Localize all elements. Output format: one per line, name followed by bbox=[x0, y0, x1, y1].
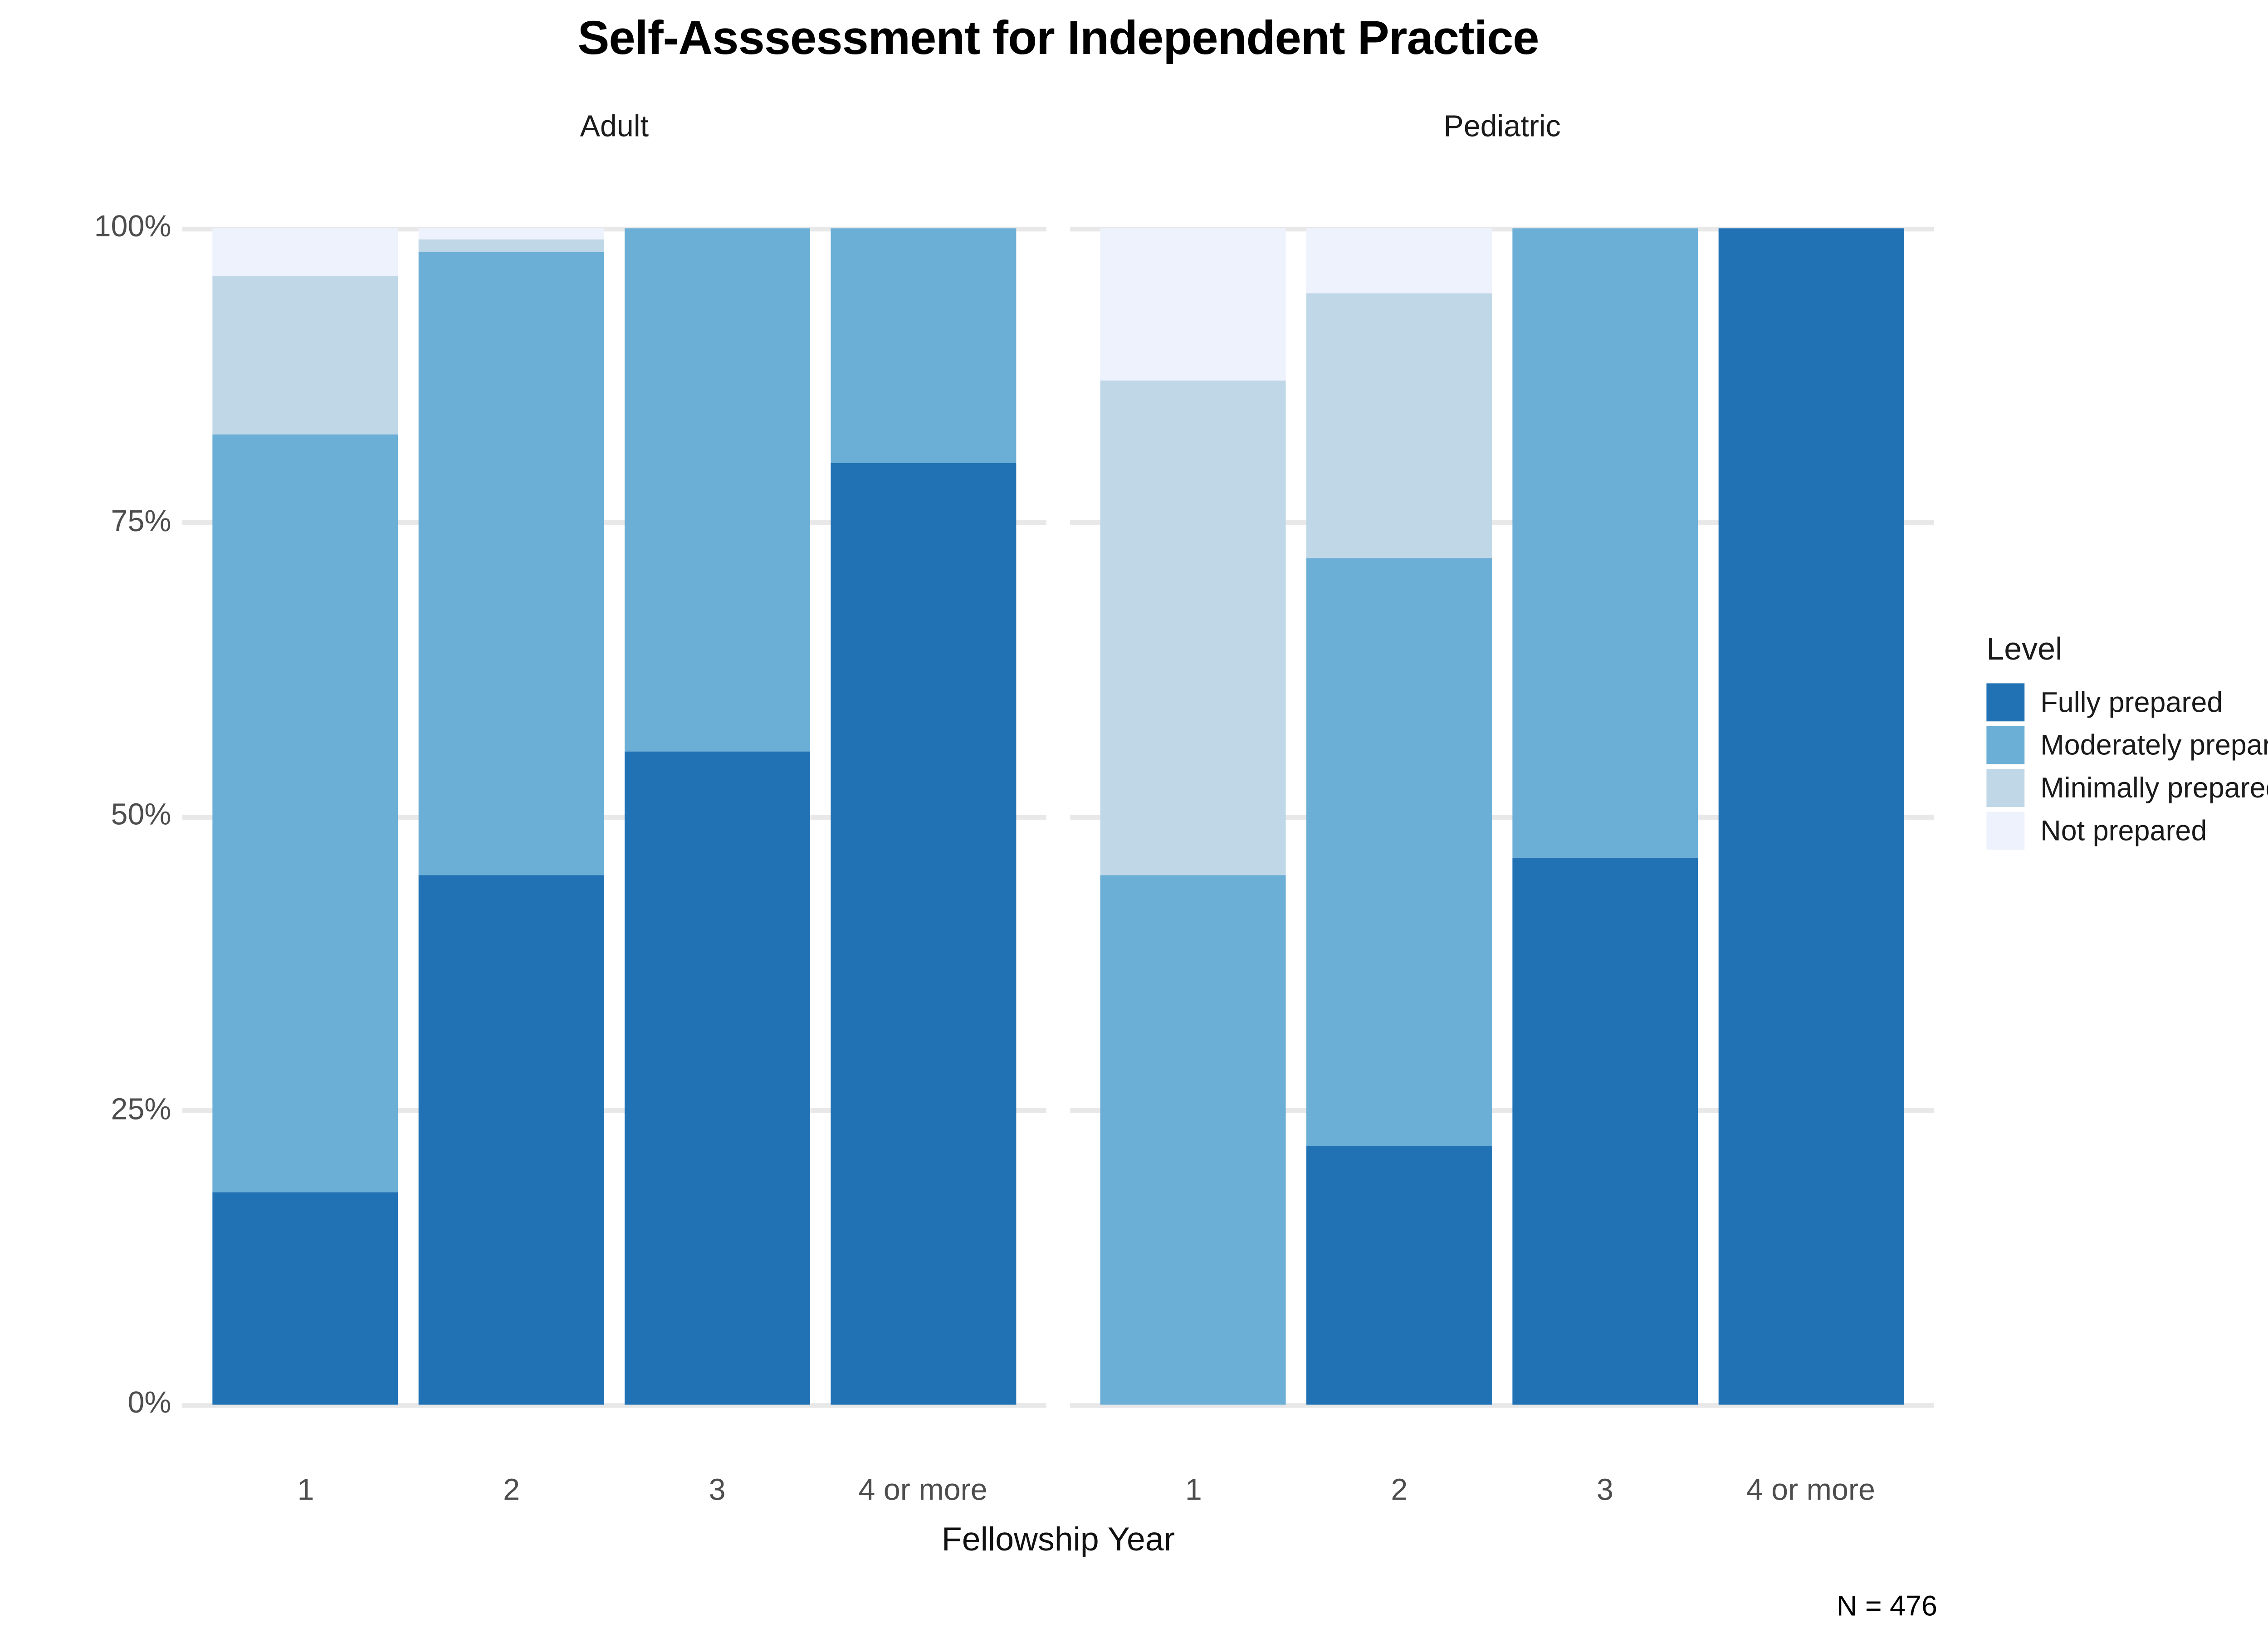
gridline bbox=[182, 1108, 1046, 1113]
bar-slot bbox=[1296, 228, 1502, 1405]
stacked-bar-adult-3 bbox=[625, 228, 810, 1405]
bar-segment bbox=[419, 875, 604, 1405]
gridline bbox=[1070, 1402, 1935, 1407]
y-axis-tick-label: 25% bbox=[111, 1093, 171, 1127]
bar-slot bbox=[1502, 228, 1708, 1405]
bar-segment bbox=[1101, 228, 1286, 381]
y-axis-tick-label: 50% bbox=[111, 799, 171, 832]
x-axis-tick-label: 4 or more bbox=[1746, 1474, 1875, 1508]
stacked-bar-pediatric-3 bbox=[1512, 228, 1698, 1405]
legend-label: Fully prepared bbox=[2040, 685, 2223, 718]
bar-segment bbox=[419, 252, 604, 875]
legend-item: Not prepared bbox=[1986, 812, 2268, 850]
legend-label: Moderately prepared bbox=[2040, 728, 2268, 760]
y-axis-tick-label: 100% bbox=[94, 210, 171, 244]
x-axis-labels-adult: 1 2 3 4 or more bbox=[182, 1474, 1046, 1509]
chart-title: Self-Asssessment for Independent Practic… bbox=[577, 12, 1540, 65]
x-axis-tick-label: 3 bbox=[1596, 1474, 1613, 1508]
x-axis-tick-label: 2 bbox=[1391, 1474, 1408, 1508]
legend-label: Minimally prepared bbox=[2040, 771, 2268, 803]
bar-segment bbox=[830, 228, 1016, 464]
x-axis-tick-label: 4 or more bbox=[858, 1474, 987, 1508]
bar-segment bbox=[213, 228, 399, 276]
legend-swatch bbox=[1986, 769, 2025, 807]
legend-title: Level bbox=[1986, 632, 2063, 668]
gridline bbox=[182, 520, 1046, 525]
bar-segment bbox=[213, 275, 399, 435]
panel-adult bbox=[182, 226, 1046, 1407]
bar-slot bbox=[1708, 228, 1913, 1405]
legend-swatch bbox=[1986, 812, 2025, 850]
stacked-bar-pediatric-4-or-more bbox=[1718, 228, 1903, 1405]
bar-segment bbox=[1306, 293, 1492, 558]
x-axis-tick-label: 1 bbox=[297, 1474, 314, 1508]
bar-segment bbox=[1306, 557, 1492, 1146]
bar-segment bbox=[1718, 228, 1903, 1405]
bar-segment bbox=[1101, 381, 1286, 875]
legend: Level Fully prepared Moderately prepared M… bbox=[1986, 633, 2268, 855]
x-axis-title: Fellowship Year bbox=[941, 1522, 1175, 1559]
bar-segment bbox=[419, 228, 604, 240]
legend-swatch bbox=[1986, 683, 2025, 722]
stacked-bar-adult-1 bbox=[213, 228, 399, 1405]
bar-segment bbox=[1101, 875, 1286, 1405]
bar-segment bbox=[625, 228, 810, 752]
x-axis-labels-pediatric: 1 2 3 4 or more bbox=[1070, 1474, 1934, 1509]
bar-segment bbox=[419, 240, 604, 252]
gridline bbox=[182, 226, 1046, 231]
stacked-bar-pediatric-1 bbox=[1101, 228, 1286, 1405]
sample-size-note: N = 476 bbox=[1836, 1590, 1938, 1622]
bar-slots bbox=[1070, 228, 1934, 1405]
gridline bbox=[1070, 814, 1935, 819]
bar-segment bbox=[1512, 228, 1698, 858]
bar-slot bbox=[409, 228, 614, 1405]
x-axis-tick-label: 2 bbox=[503, 1474, 520, 1508]
facet-label-pediatric: Pediatric bbox=[1443, 111, 1561, 145]
y-axis-tick-label: 75% bbox=[111, 505, 171, 538]
legend-swatch bbox=[1986, 726, 2025, 764]
bar-slot bbox=[614, 228, 820, 1405]
x-axis-tick-label: 3 bbox=[709, 1474, 726, 1508]
legend-item: Moderately prepared bbox=[1986, 726, 2268, 764]
bar-segment bbox=[1306, 228, 1492, 293]
bar-slots bbox=[182, 228, 1046, 1405]
gridline bbox=[1070, 1108, 1935, 1113]
gridline bbox=[182, 1402, 1046, 1407]
bar-slot bbox=[1091, 228, 1296, 1405]
bar-segment bbox=[625, 752, 810, 1405]
bar-slot bbox=[820, 228, 1026, 1405]
stacked-bar-adult-2 bbox=[419, 228, 604, 1405]
bar-segment bbox=[1512, 857, 1698, 1405]
legend-item: Minimally prepared bbox=[1986, 769, 2268, 807]
legend-items: Fully prepared Moderately prepared Minimal… bbox=[1986, 683, 2268, 850]
gridline bbox=[182, 814, 1046, 819]
bar-segment bbox=[213, 1193, 399, 1405]
y-axis-tick-label: 0% bbox=[127, 1387, 171, 1421]
x-axis-tick-label: 1 bbox=[1185, 1474, 1202, 1508]
stacked-bar-pediatric-2 bbox=[1306, 228, 1492, 1405]
bar-segment bbox=[1306, 1146, 1492, 1405]
panel-pediatric bbox=[1070, 226, 1935, 1407]
stacked-bar-adult-4-or-more bbox=[830, 228, 1016, 1405]
bar-segment bbox=[830, 463, 1016, 1405]
bar-segment bbox=[213, 434, 399, 1193]
legend-item: Fully prepared bbox=[1986, 683, 2268, 722]
gridline bbox=[1070, 226, 1935, 231]
legend-label: Not prepared bbox=[2040, 814, 2207, 846]
facet-label-adult: Adult bbox=[580, 111, 649, 145]
bar-slot bbox=[203, 228, 408, 1405]
gridline bbox=[1070, 520, 1935, 525]
